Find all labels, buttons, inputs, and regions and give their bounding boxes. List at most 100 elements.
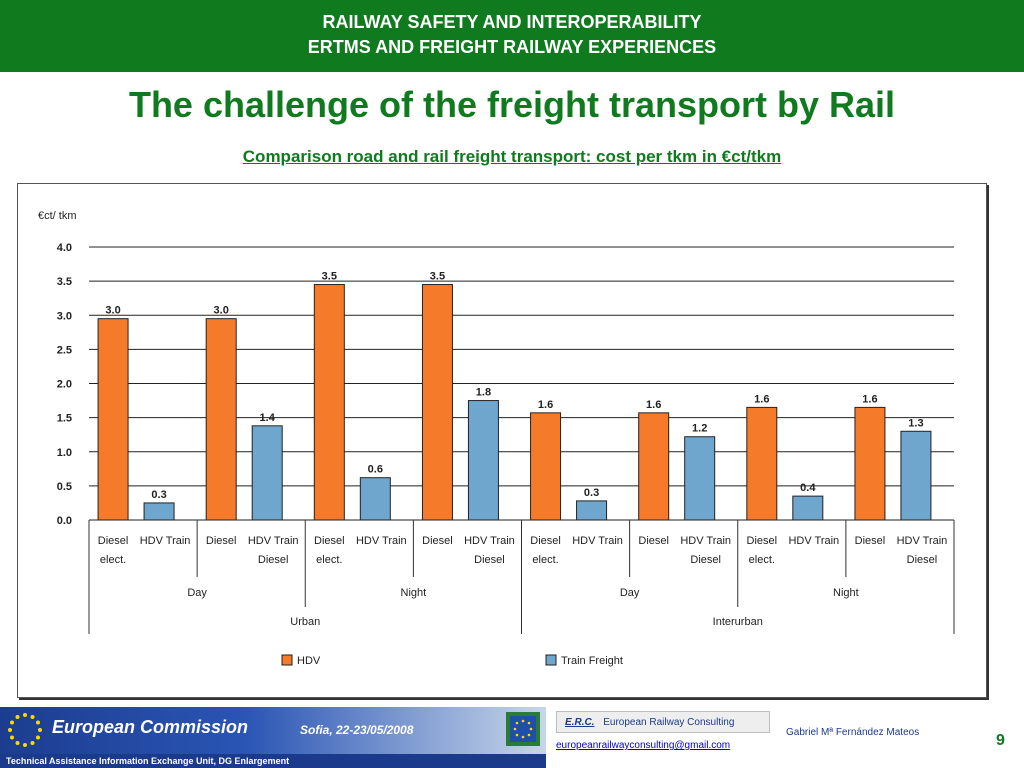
bar-value-label: 1.6 [754,393,769,405]
category-label: Diesel [474,554,505,566]
category-label: HDV Train [788,535,839,547]
legend-swatch [281,654,293,666]
erc-name: European Railway Consulting [603,717,735,728]
group-label-time: Day [187,587,207,599]
hdv-bar [421,284,453,521]
category-label: Diesel [690,554,721,566]
y-tick-label: 2.5 [57,344,72,356]
header-line-1: RAILWAY SAFETY AND INTEROPERABILITY [322,12,702,32]
ec-star [10,720,15,725]
y-tick-label: 2.0 [57,379,72,391]
group-label-region: Urban [290,616,320,628]
legend-label: HDV [297,655,321,667]
hdv-bar [854,406,886,521]
bar-value-label: 0.6 [368,464,383,476]
ec-star [35,720,40,725]
group-label-time: Night [833,587,859,599]
eu-flag-icon [506,712,540,746]
group-label-region: Interurban [713,616,763,628]
ec-strip-text: Technical Assistance Information Exchang… [0,754,546,768]
header-line-2: ERTMS AND FREIGHT RAILWAY EXPERIENCES [307,37,717,57]
ec-star [38,728,42,732]
ec-star [35,735,40,740]
ec-star [23,743,27,747]
train-freight-bar [143,502,175,521]
slide-subtitle: Comparison road and rail freight transpo… [242,147,782,166]
train-freight-bar [359,477,391,521]
category-label: elect. [100,554,126,566]
y-tick-label: 1.0 [57,447,72,459]
ec-star [10,735,15,740]
category-label: Diesel [258,554,289,566]
chart-frame: €ct/ tkm 0.0 0.5 1.0 1.5 2.0 2.5 3.0 3.5 4.0 3.0 3.… [17,183,987,698]
category-label: elect. [532,554,558,566]
email-link[interactable]: europeanrailwayconsulting@gmail.com [556,740,731,751]
ec-star [23,713,27,717]
bar-value-label: 1.6 [538,399,553,411]
y-tick-label: 3.5 [57,276,72,288]
train-freight-bar [251,425,283,521]
hdv-bar [530,412,562,521]
bar-value-label: 1.6 [862,393,877,405]
place-date: Sofia, 22-23/05/2008 [300,723,414,737]
bar-value-label: 3.5 [430,271,445,283]
ec-star [8,728,12,732]
bar-value-label: 1.3 [908,417,923,429]
train-freight-bar [792,495,824,521]
erc-box: E.R.C. European Railway Consulting [556,711,770,733]
ec-star [30,715,35,720]
category-label: Diesel [638,535,669,547]
bar-value-label: 1.4 [260,412,276,424]
bar-value-label: 1.8 [476,387,491,399]
train-freight-bar [467,400,499,521]
category-label: Diesel [98,535,129,547]
y-tick-label: 4.0 [57,242,72,254]
category-label: Diesel [747,535,778,547]
hdv-bar [313,284,345,521]
group-label-time: Day [620,587,640,599]
hdv-bar [97,318,129,521]
category-label: Diesel [855,535,886,547]
erc-abbr: E.R.C. [565,717,595,728]
bar-value-label: 1.2 [692,423,707,435]
category-label: HDV Train [356,535,407,547]
category-label: Diesel [206,535,237,547]
category-label: HDV Train [248,535,299,547]
category-label: HDV Train [680,535,731,547]
category-label: HDV Train [897,535,948,547]
ec-band: European Commission Sofia, 22-23/05/2008 [0,707,546,754]
ec-name: European Commission [52,717,249,737]
category-label: Diesel [314,535,345,547]
category-label: elect. [749,554,775,566]
train-freight-bar [900,430,932,521]
category-label: Diesel [907,554,938,566]
ec-star [15,715,20,720]
hdv-bar [746,406,778,521]
legend-swatch [545,654,557,666]
y-tick-label: 0.0 [57,515,72,527]
category-label: Diesel [422,535,453,547]
ec-star [15,740,20,745]
author-name: Gabriel Mª Fernández Mateos [786,727,920,738]
y-tick-label: 1.5 [57,413,72,425]
bar-value-label: 3.0 [214,305,229,317]
eu-stars-icon [8,713,42,747]
category-label: Diesel [530,535,561,547]
y-tick-label: 3.0 [57,310,72,322]
category-label: HDV Train [464,535,515,547]
category-label: HDV Train [140,535,191,547]
y-tick-label: 0.5 [57,481,72,493]
bar-value-label: 3.5 [322,271,337,283]
header-banner: RAILWAY SAFETY AND INTEROPERABILITY ERTM… [0,0,1024,72]
ec-star [30,740,35,745]
european-commission-footer: European Commission Sofia, 22-23/05/2008… [0,707,546,768]
slide-title: The challenge of the freight transport b… [128,84,896,125]
bar-chart: €ct/ tkm 0.0 0.5 1.0 1.5 2.0 2.5 3.0 3.5 4.0 3.0 3.… [38,210,955,667]
bar-value-label: 1.6 [646,399,661,411]
category-label: elect. [316,554,342,566]
group-label-time: Night [401,587,427,599]
bar-value-label: 3.0 [105,305,120,317]
bar-value-label: 0.3 [151,489,166,501]
train-freight-bar [684,436,716,521]
bar-value-label: 0.4 [800,482,816,494]
